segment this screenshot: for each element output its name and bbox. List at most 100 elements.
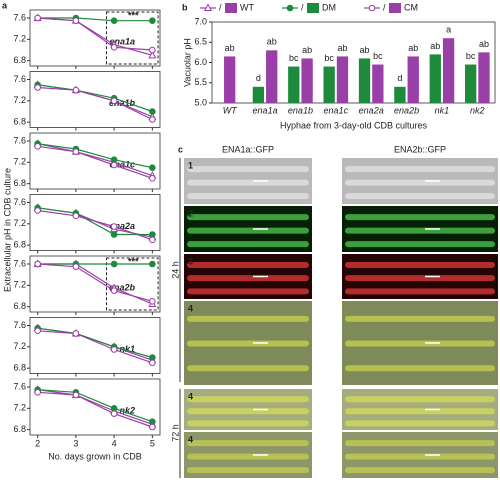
bar: [224, 56, 236, 103]
x-tick-label: 3: [73, 438, 78, 448]
legend-marker: [286, 4, 294, 12]
y-tick-label: 7.2: [13, 95, 26, 105]
marker: [72, 212, 80, 220]
time-label: 24 h: [170, 261, 180, 279]
hypha: [187, 467, 309, 474]
legend-swatch: [307, 3, 319, 13]
legend-label: CM: [404, 2, 418, 12]
hypha: [187, 420, 309, 427]
y-tick-label: 7.6: [13, 12, 26, 22]
x-tick-label: ena1a: [253, 105, 278, 115]
y-tick-label: 7.2: [13, 341, 26, 351]
row-label: 3: [188, 256, 193, 266]
marker: [72, 391, 80, 399]
hypha: [187, 288, 309, 295]
marker: [72, 86, 80, 94]
series-line: [37, 145, 153, 179]
subplot-label: ena1c: [109, 159, 135, 169]
highlight-box: [105, 11, 159, 65]
x-axis-label: No. days grown in CDB: [48, 451, 142, 461]
y-tick-label: 7.2: [13, 157, 26, 167]
marker: [34, 389, 41, 396]
row-label: 1: [188, 160, 193, 170]
series-line: [37, 84, 153, 118]
marker: [149, 423, 156, 431]
series-line: [37, 86, 153, 121]
significance-letter: ab: [267, 37, 277, 47]
plot-frame: [29, 71, 161, 128]
hypha: [345, 340, 495, 347]
series-line: [37, 330, 153, 364]
plot-frame: [29, 317, 161, 374]
panel-label: c: [178, 144, 183, 154]
marker: [149, 116, 156, 123]
time-label: 72 h: [170, 424, 180, 442]
hypha: [187, 179, 309, 186]
y-tick-label: 7.6: [13, 197, 26, 207]
hypha: [187, 214, 309, 221]
hypha: [345, 214, 495, 221]
marker: [149, 231, 156, 238]
marker: [110, 97, 118, 105]
significance-letter: bc: [373, 51, 383, 61]
hypha: [187, 315, 309, 322]
hypha: [187, 340, 309, 347]
y-tick-label: 6.8: [13, 117, 26, 127]
marker: [110, 156, 118, 163]
marker: [149, 17, 156, 24]
subplot-label: nk2: [119, 405, 135, 415]
series-line: [37, 389, 153, 425]
significance: ***: [128, 256, 139, 266]
y-axis-label: Extracellular pH in CDB culture: [2, 168, 12, 292]
hypha: [187, 261, 309, 268]
marker: [110, 44, 118, 51]
legend-slash: /: [383, 2, 386, 12]
y-tick-label: 7.2: [13, 403, 26, 413]
hypha: [345, 275, 495, 282]
marker: [149, 418, 156, 425]
hypha: [187, 453, 309, 460]
significance-letter: ab: [408, 43, 418, 53]
marker: [34, 207, 41, 214]
significance-letter: ab: [479, 39, 489, 49]
y-tick-label: 7.6: [13, 74, 26, 84]
row-label: 2: [188, 208, 193, 218]
marker: [110, 410, 118, 417]
hypha: [345, 365, 495, 372]
legend-swatch: [389, 3, 401, 13]
y-tick-label: 6.0: [194, 57, 207, 67]
hypha: [187, 193, 309, 200]
marker: [72, 17, 80, 24]
panel-label: b: [182, 2, 188, 12]
bar: [301, 58, 313, 103]
series-line: [37, 263, 153, 305]
bar: [372, 64, 384, 103]
subplot-label: ena2a: [109, 221, 135, 231]
series-line: [37, 207, 153, 238]
x-tick-label: ena1c: [324, 105, 349, 115]
marker: [110, 231, 118, 238]
bar: [429, 54, 441, 103]
bar: [252, 86, 265, 103]
series-line: [37, 17, 153, 56]
subplot-label: ena1b: [109, 98, 136, 108]
significance-letter: ab: [225, 43, 235, 53]
y-tick-label: 6.8: [13, 363, 26, 373]
marker: [110, 17, 118, 24]
x-tick-label: nk2: [470, 105, 485, 115]
marker: [34, 14, 41, 22]
x-tick-label: 4: [112, 438, 117, 448]
legend-label: WT: [240, 2, 254, 12]
hypha: [187, 440, 309, 447]
series-line: [37, 207, 153, 236]
y-tick-label: 7.2: [13, 280, 26, 290]
series-line: [37, 327, 153, 361]
y-tick-label: 7.6: [13, 320, 26, 330]
marker: [149, 354, 156, 361]
y-tick-label: 7.6: [13, 381, 26, 391]
panel-label: a: [2, 0, 8, 10]
hypha: [345, 315, 495, 322]
marker: [110, 405, 118, 412]
bar: [407, 56, 419, 103]
series-line: [37, 327, 153, 359]
